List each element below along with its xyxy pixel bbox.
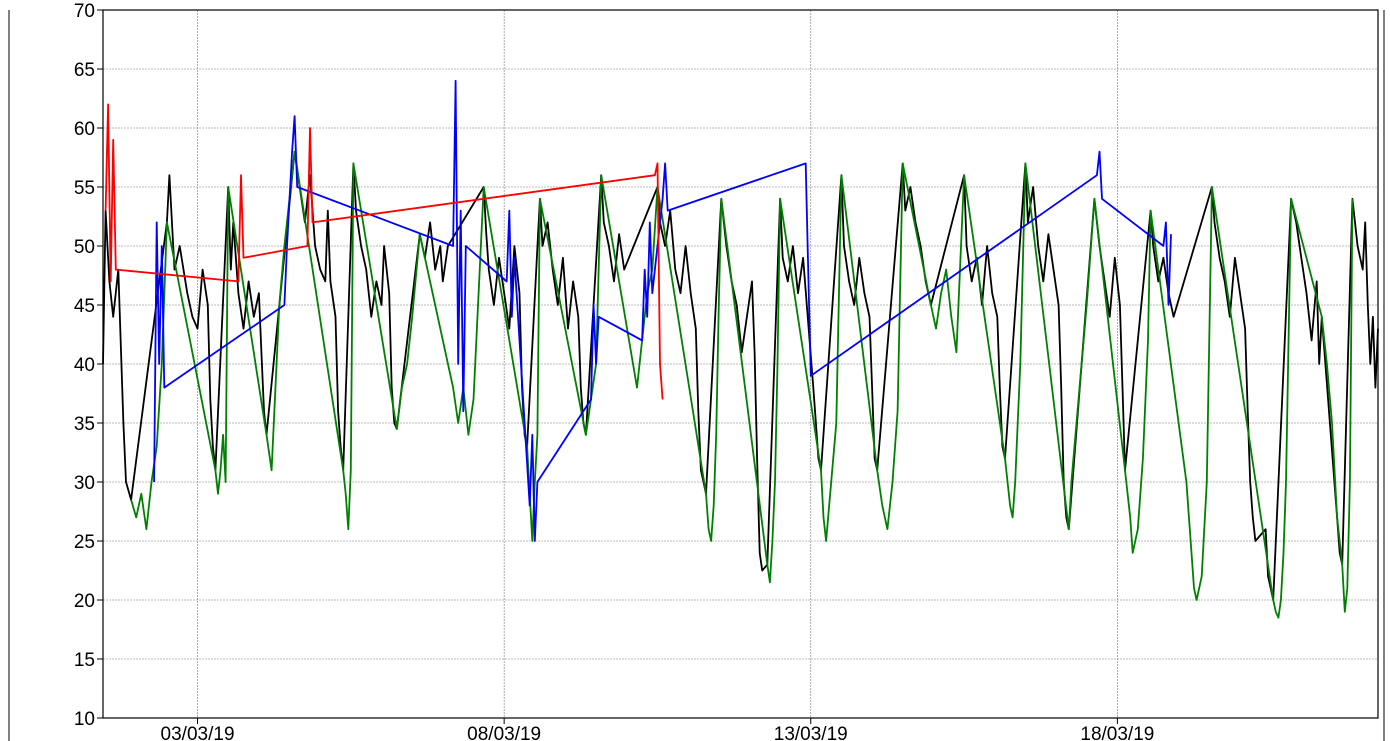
y-tick-label: 40 xyxy=(74,355,95,376)
y-tick-label: 65 xyxy=(74,60,95,81)
series-line-2 xyxy=(153,79,1172,542)
x-tick-label: 18/03/19 xyxy=(1080,724,1154,741)
y-tick-label: 50 xyxy=(74,237,95,258)
y-tick-label: 10 xyxy=(74,709,95,730)
y-axis: 10 15 20 25 30 35 40 45 50 55 60 65 70 xyxy=(74,1,103,730)
x-axis: 03/03/19 08/03/19 13/03/19 18/03/19 xyxy=(161,718,1154,741)
x-tick-label: 13/03/19 xyxy=(774,724,848,741)
y-tick-label: 60 xyxy=(74,119,95,140)
y-tick-label: 45 xyxy=(74,296,95,317)
y-tick-label: 25 xyxy=(74,532,95,553)
y-tick-label: 15 xyxy=(74,650,95,671)
y-tick-label: 70 xyxy=(74,1,95,22)
series-layer xyxy=(102,79,1379,619)
y-tick-label: 30 xyxy=(74,473,95,494)
series-line-0 xyxy=(102,150,1379,601)
series-line-3 xyxy=(104,103,664,400)
grid-lines xyxy=(103,10,1378,718)
x-tick-label: 03/03/19 xyxy=(161,724,235,741)
y-tick-label: 35 xyxy=(74,414,95,435)
y-tick-label: 55 xyxy=(74,178,95,199)
series-line-1 xyxy=(130,150,1354,619)
y-tick-label: 20 xyxy=(74,591,95,612)
x-tick-label: 08/03/19 xyxy=(467,724,541,741)
